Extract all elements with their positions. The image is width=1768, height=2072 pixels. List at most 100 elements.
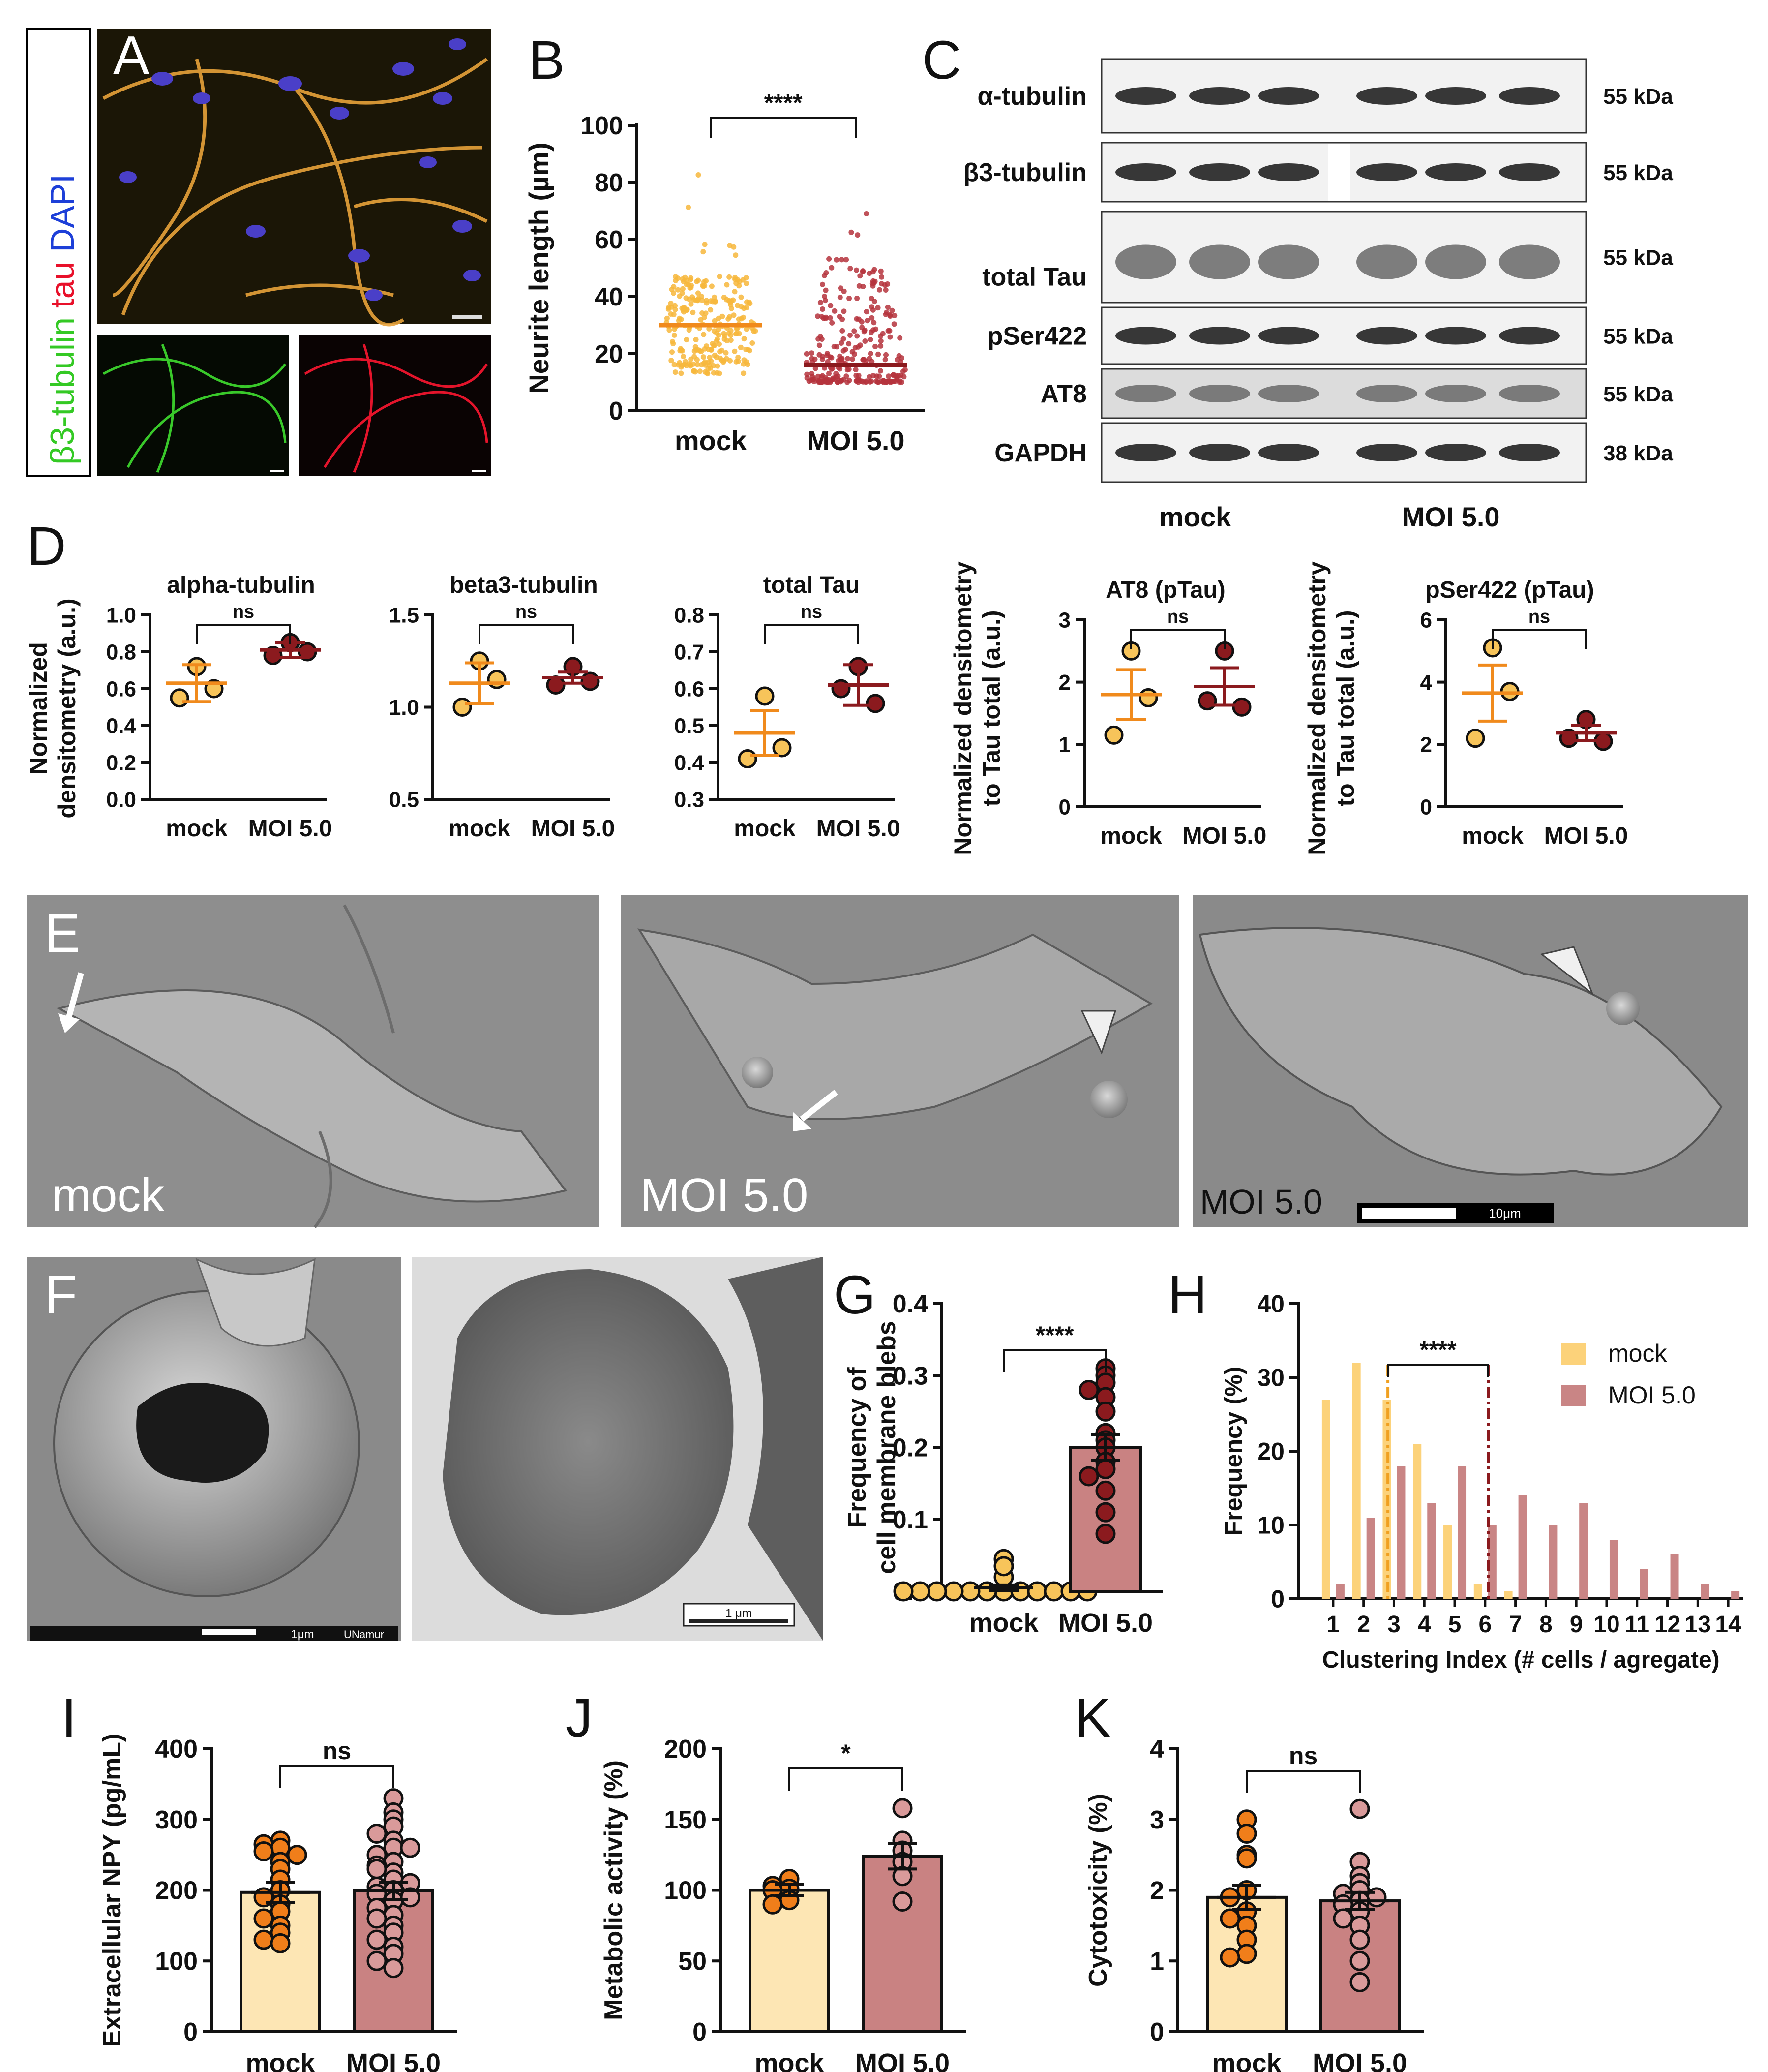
- b-data-point: [883, 311, 889, 317]
- d2-data-point: [755, 686, 775, 706]
- b-data-point: [852, 351, 857, 357]
- panel-letter-h: H: [1168, 1265, 1207, 1325]
- c-band: [1189, 87, 1250, 105]
- b-data-point: [862, 338, 868, 344]
- b-data-point: [715, 363, 720, 369]
- beta3-label: β3-tubulin: [44, 317, 81, 465]
- b-data-point: [668, 358, 674, 364]
- b-data-point: [812, 356, 818, 362]
- h-bar-moi: [1336, 1584, 1345, 1599]
- b-data-point: [728, 328, 734, 334]
- d4-significance-label: ns: [1528, 607, 1550, 627]
- panel-j-category-label: MOI 5.0: [855, 2048, 950, 2072]
- d4-y-tick-label: 4: [1420, 670, 1433, 695]
- b-data-point: [885, 305, 891, 310]
- panel-g-significance-bracket: [1003, 1349, 1107, 1372]
- b-data-point: [700, 249, 706, 255]
- h-legend-label: MOI 5.0: [1608, 1381, 1696, 1409]
- b-data-point: [861, 357, 867, 363]
- b-data-point: [857, 273, 863, 279]
- b-data-point: [677, 315, 683, 321]
- b-data-point: [697, 368, 703, 374]
- b-data-point: [686, 296, 692, 302]
- b-data-point: [749, 340, 755, 346]
- panel-i-data-point: [253, 1841, 274, 1861]
- c-blot-frame: [1101, 368, 1587, 419]
- d2-y-tick-label: 0.7: [674, 640, 704, 664]
- panel-k-data-point: [1220, 1947, 1240, 1968]
- b-data-point: [847, 333, 853, 338]
- b-data-point: [721, 336, 727, 342]
- c-band: [1115, 163, 1176, 181]
- sem-moi-2: MOI 5.0 10μm: [1193, 895, 1748, 1227]
- b-data-point: [664, 315, 670, 321]
- b-data-point: [870, 307, 876, 313]
- panel-g-y-axis-label: Frequency ofcell membrane blebs: [843, 1321, 901, 1574]
- c-band-label: β3-tubulin: [963, 158, 1087, 187]
- b-y-tick-label: 80: [595, 169, 623, 197]
- h-bar-mock: [1473, 1584, 1482, 1599]
- b-data-point: [688, 277, 693, 283]
- panel-k-y-axis-label: Cytotoxicity (%): [1084, 1794, 1112, 1987]
- b-data-point: [878, 338, 884, 344]
- panel-b: B 0 20 40 60 80 100 Neurite length (µm) mock MOI…: [523, 30, 925, 456]
- b-data-point: [839, 316, 845, 322]
- b-data-point: [688, 356, 694, 362]
- b-data-point: [741, 357, 747, 363]
- b-data-point: [817, 300, 823, 305]
- d1-title: beta3-tubulin: [449, 572, 598, 598]
- panel-j-y-tick-label: 100: [664, 1877, 707, 1905]
- b-data-point: [820, 281, 825, 287]
- d0-y-tick-label: 0.8: [106, 640, 136, 664]
- b-data-point: [671, 362, 677, 367]
- panel-j-bar: [749, 1889, 830, 2033]
- b-data-point: [725, 316, 731, 322]
- h-x-tick-label: 6: [1478, 1612, 1492, 1638]
- h-x-tick-label: 7: [1509, 1612, 1522, 1638]
- panel-d: D Normalizeddensitometry (a.u.) Normalize…: [25, 516, 1628, 855]
- b-data-point: [712, 294, 717, 300]
- panel-letter-g: G: [834, 1265, 876, 1325]
- b-y-axis-label: Neurite length (µm): [523, 142, 554, 394]
- b-data-point: [747, 301, 753, 306]
- panel-k-data-point: [1220, 1908, 1240, 1929]
- h-significance-bracket: [1387, 1364, 1489, 1377]
- c-band: [1425, 163, 1486, 181]
- panel-letter-i: I: [61, 1688, 77, 1748]
- b-data-point: [675, 275, 681, 281]
- b-data-point: [843, 373, 849, 379]
- b-data-point: [826, 377, 832, 383]
- h-significance-label: ****: [1420, 1337, 1457, 1363]
- b-data-point: [717, 349, 723, 355]
- c-band: [1356, 444, 1417, 461]
- sem-moi-1: MOI 5.0: [621, 895, 1179, 1227]
- b-data-point: [892, 378, 898, 384]
- b-data-point: [692, 298, 698, 303]
- panel-i-data-point: [287, 1845, 307, 1865]
- d4-data-point: [1466, 729, 1485, 748]
- b-data-point: [822, 293, 827, 299]
- b-data-point: [744, 305, 749, 310]
- c-band: [1258, 244, 1319, 279]
- b-category-label: mock: [675, 425, 747, 456]
- panel-letter-d: D: [27, 516, 66, 577]
- b-data-point: [878, 268, 884, 274]
- b-data-point: [870, 373, 876, 379]
- b-y-tick-label: 0: [609, 397, 623, 426]
- b-data-point: [727, 358, 733, 364]
- dapi-label: DAPI: [44, 174, 81, 252]
- panel-j-significance-label: *: [841, 1739, 851, 1767]
- d4-y-tick-label: 6: [1420, 608, 1432, 632]
- b-data-point: [824, 351, 830, 356]
- d3-title: AT8 (pTau): [1106, 577, 1226, 603]
- b-data-point: [708, 307, 714, 313]
- b-data-point: [715, 336, 720, 342]
- d0-y-tick-label: 0.0: [106, 788, 136, 812]
- b-data-point: [732, 289, 738, 295]
- b-data-point: [820, 373, 825, 379]
- panel-g-category-label: MOI 5.0: [1058, 1608, 1153, 1638]
- h-x-tick-label: 14: [1715, 1612, 1741, 1638]
- panel-i-data-point: [366, 1908, 387, 1929]
- panel-g-data-point: [1095, 1480, 1116, 1501]
